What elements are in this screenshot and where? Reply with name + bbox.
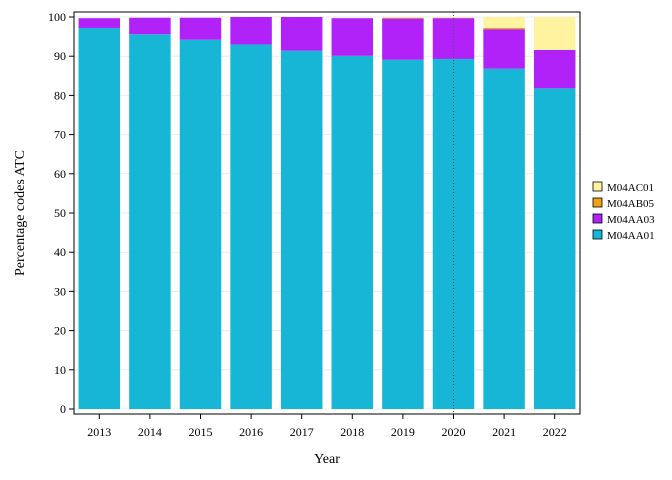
bar-M04AA03-2014 <box>129 17 171 35</box>
x-tick-label-2018: 2018 <box>340 425 364 439</box>
y-tick-label-60: 60 <box>54 167 66 181</box>
y-tick-label-0: 0 <box>60 402 66 416</box>
legend-label-M04AB05: M04AB05 <box>607 198 655 210</box>
y-tick-label-50: 50 <box>54 206 66 220</box>
x-tick-label-2021: 2021 <box>492 425 516 439</box>
bar-M04AA01-2017 <box>280 50 323 409</box>
bar-M04AA01-2016 <box>230 44 272 409</box>
bar-M04AB05-2019 <box>382 17 424 19</box>
legend-swatch-M04AC01 <box>592 181 603 192</box>
x-axis-label: Year <box>314 452 340 467</box>
y-tick-label-10: 10 <box>54 363 66 377</box>
bar-M04AB05-2021 <box>483 27 525 30</box>
bar-M04AC01-2022 <box>533 17 576 50</box>
y-tick-label-80: 80 <box>54 88 66 102</box>
bar-M04AA01-2018 <box>331 55 374 410</box>
x-tick-label-2013: 2013 <box>87 425 111 439</box>
y-axis: 0 10 20 30 40 50 60 70 80 90 100 <box>48 10 74 416</box>
bar-M04AA01-2021 <box>483 68 525 409</box>
x-tick-label-2019: 2019 <box>391 425 415 439</box>
bar-M04AA03-2016 <box>230 17 272 45</box>
x-tick-label-2015: 2015 <box>189 425 213 439</box>
y-tick-label-70: 70 <box>54 128 66 142</box>
legend-swatch-M04AA01 <box>592 229 603 240</box>
bar-M04AC01-2021 <box>483 17 525 28</box>
legend-label-M04AA03: M04AA03 <box>607 214 655 226</box>
bar-M04AA01-2014 <box>129 34 171 410</box>
bar-M04AA01-2013 <box>78 27 121 409</box>
legend-label-M04AC01: M04AC01 <box>607 182 654 194</box>
bar-M04AA03-2013 <box>78 18 121 28</box>
legend-swatch-M04AB05 <box>592 197 603 208</box>
legend-swatch-M04AA03 <box>592 213 603 224</box>
x-tick-label-2020: 2020 <box>442 425 466 439</box>
x-tick-label-2017: 2017 <box>290 425 314 439</box>
bar-M04AA03-2021 <box>483 29 525 69</box>
bar-M04AA03-2017 <box>280 17 323 51</box>
bar-M04AA03-2018 <box>331 18 374 56</box>
bar-M04AA01-2022 <box>533 88 576 410</box>
y-tick-label-30: 30 <box>54 284 66 298</box>
bar-M04AA03-2019 <box>382 18 424 60</box>
bar-M04AA01-2019 <box>382 59 424 410</box>
y-tick-label-40: 40 <box>54 245 66 259</box>
y-tick-label-90: 90 <box>54 49 66 63</box>
bars-group <box>78 17 576 410</box>
x-axis: 2013 2014 2015 2016 2017 2018 2019 2020 2021 2022 <box>87 414 567 439</box>
y-tick-label-20: 20 <box>54 324 66 338</box>
legend-label-M04AA01: M04AA01 <box>607 230 655 242</box>
x-tick-label-2016: 2016 <box>239 425 263 439</box>
legend: M04AC01 M04AB05 M04AA03 M04AA01 <box>592 181 655 242</box>
bar-M04AA03-2015 <box>179 17 222 40</box>
x-tick-label-2022: 2022 <box>543 425 567 439</box>
x-tick-label-2014: 2014 <box>138 425 162 439</box>
y-tick-label-100: 100 <box>48 10 66 24</box>
y-axis-label: Percentage codes ATC <box>13 150 28 276</box>
bar-M04AA03-2022 <box>533 49 576 89</box>
bar-M04AA01-2015 <box>179 39 222 410</box>
